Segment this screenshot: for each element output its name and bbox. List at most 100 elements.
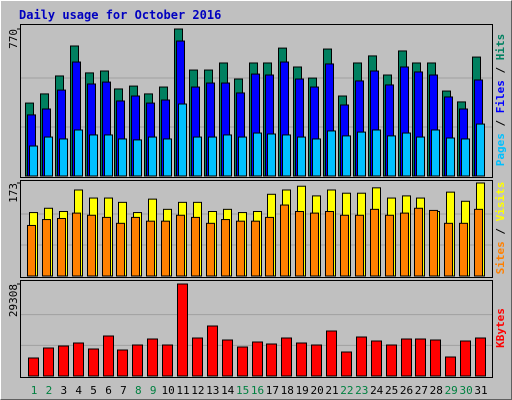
- x-tick-label: 17: [266, 384, 279, 397]
- bar: [193, 136, 202, 177]
- x-tick-label: 16: [251, 384, 264, 397]
- bar: [461, 138, 470, 177]
- x-tick-label: 5: [90, 384, 97, 397]
- bar: [163, 138, 172, 177]
- bar: [74, 129, 83, 177]
- bar: [414, 207, 423, 277]
- y-tick-label: 29308: [7, 284, 20, 317]
- bar: [340, 214, 349, 277]
- legend-entry: Pages: [494, 133, 507, 166]
- bar: [252, 341, 263, 377]
- bar: [475, 337, 486, 377]
- legend-separator: /: [494, 113, 507, 133]
- bar: [89, 134, 98, 177]
- bar: [236, 220, 245, 277]
- bar: [446, 137, 455, 177]
- bar: [265, 216, 274, 277]
- bar: [474, 208, 483, 277]
- bar: [251, 220, 260, 277]
- bar: [430, 339, 441, 377]
- x-tick-label: 11: [176, 384, 189, 397]
- legend-entry: Sites: [494, 241, 507, 274]
- bar: [415, 338, 426, 377]
- bar: [207, 325, 218, 377]
- x-tick-label: 31: [474, 384, 487, 397]
- y-tick-label: 173: [7, 183, 20, 203]
- legend-separator: /: [494, 221, 507, 241]
- bar: [445, 356, 456, 377]
- bar: [385, 214, 394, 277]
- x-tick-label: 28: [430, 384, 443, 397]
- bar: [444, 222, 453, 277]
- bar: [356, 336, 367, 377]
- bar: [297, 136, 306, 177]
- bar: [400, 212, 409, 277]
- bar: [206, 222, 215, 277]
- bar: [87, 214, 96, 277]
- bar: [342, 135, 351, 177]
- x-tick-label: 14: [221, 384, 235, 397]
- bar: [192, 337, 203, 377]
- bar: [280, 204, 289, 277]
- bar: [429, 209, 438, 277]
- x-tick-label: 30: [459, 384, 472, 397]
- bar: [118, 138, 127, 177]
- bar: [371, 340, 382, 377]
- legend-entry: Files: [494, 80, 507, 113]
- bar: [281, 337, 292, 377]
- bar: [325, 210, 334, 277]
- x-tick-label: 1: [31, 384, 38, 397]
- legend-separator: /: [494, 60, 507, 80]
- bar: [387, 135, 396, 177]
- bar: [177, 283, 188, 377]
- x-tick-label: 24: [370, 384, 384, 397]
- bar: [282, 134, 291, 177]
- bar: [178, 103, 187, 177]
- chart-title: Daily usage for October 2016: [19, 8, 221, 22]
- bar: [341, 351, 352, 377]
- bar: [58, 345, 69, 377]
- bar: [296, 342, 307, 377]
- x-tick-label: 26: [400, 384, 413, 397]
- x-tick-label: 3: [60, 384, 67, 397]
- x-tick-label: 9: [150, 384, 157, 397]
- x-tick-label: 8: [135, 384, 142, 397]
- bar: [104, 134, 113, 177]
- bar: [401, 338, 412, 377]
- bar: [326, 330, 337, 377]
- bar: [208, 136, 217, 177]
- bar: [162, 344, 173, 377]
- legend: Pages / Files / Hits: [494, 34, 507, 167]
- bar: [102, 216, 111, 277]
- legend: KBytes: [494, 308, 507, 348]
- bar: [238, 136, 247, 177]
- bar: [44, 136, 53, 177]
- bar: [416, 136, 425, 177]
- bar: [312, 138, 321, 177]
- x-tick-label: 22: [340, 384, 353, 397]
- bar: [222, 339, 233, 377]
- x-tick-label: 10: [161, 384, 174, 397]
- bar: [146, 220, 155, 277]
- bar: [237, 346, 248, 377]
- bar: [386, 344, 397, 377]
- bar: [266, 343, 277, 377]
- bar: [28, 357, 39, 377]
- x-tick-label: 23: [355, 384, 368, 397]
- bar: [459, 222, 468, 277]
- bar: [431, 129, 440, 177]
- bar: [355, 214, 364, 277]
- x-tick-label: 7: [120, 384, 127, 397]
- bar: [221, 219, 230, 277]
- bar: [29, 145, 38, 177]
- bar: [103, 335, 114, 377]
- x-tick-label: 6: [105, 384, 112, 397]
- bar: [476, 123, 485, 177]
- bar: [131, 216, 140, 277]
- x-tick-label: 12: [191, 384, 204, 397]
- bar: [357, 131, 366, 177]
- bar: [59, 138, 68, 177]
- y-tick-label: 770: [7, 29, 20, 49]
